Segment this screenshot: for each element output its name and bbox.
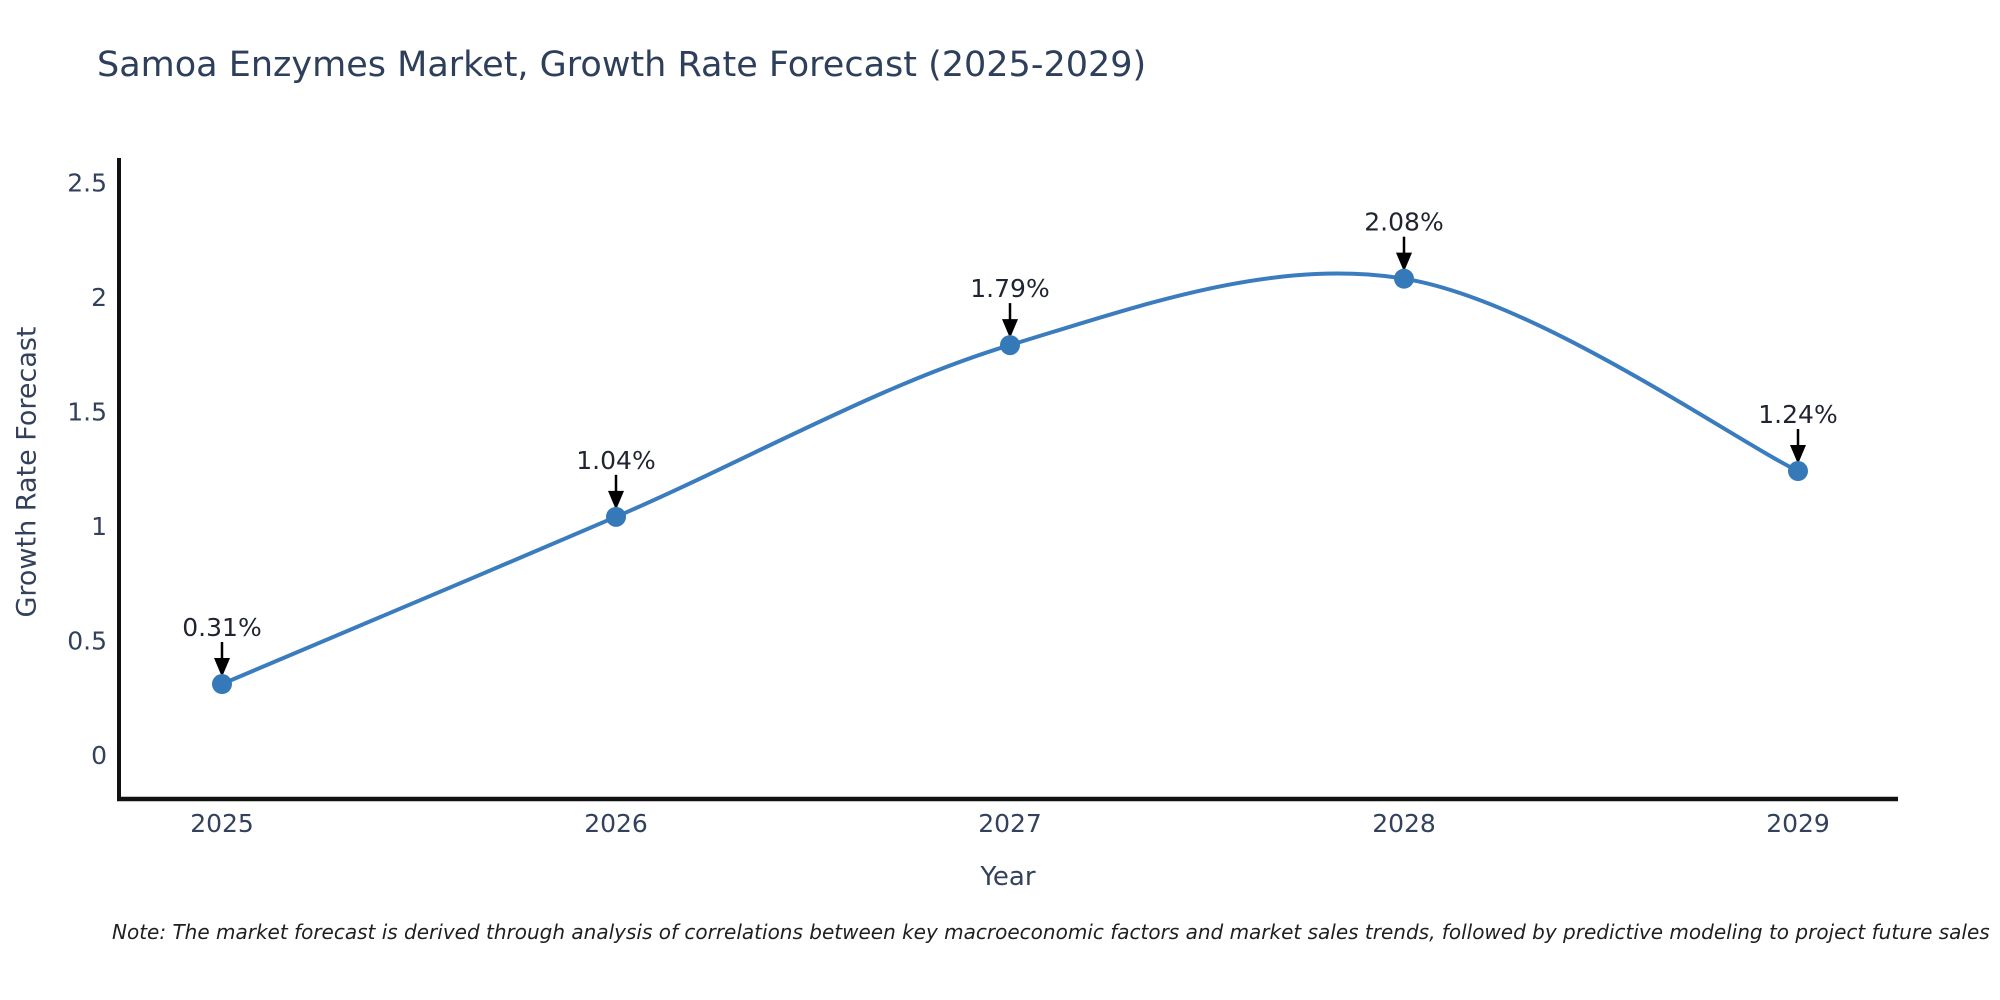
- chart-title: Samoa Enzymes Market, Growth Rate Foreca…: [97, 45, 1147, 85]
- footnote: Note: The market forecast is derived thr…: [112, 920, 1990, 944]
- y-tick-label: 1.5: [67, 398, 107, 427]
- x-tick-label: 2026: [584, 809, 648, 838]
- y-tick-label: 0.5: [67, 627, 107, 656]
- annotation-label: 2.08%: [1364, 208, 1443, 237]
- x-tick-label: 2025: [190, 809, 254, 838]
- data-point-marker: [606, 506, 626, 527]
- data-point-marker: [1000, 335, 1020, 356]
- annotation-label: 1.79%: [970, 274, 1049, 303]
- annotation-label: 1.24%: [1758, 400, 1837, 429]
- x-tick-label: 2028: [1372, 809, 1436, 838]
- x-tick-label: 2027: [978, 809, 1042, 838]
- y-tick-label: 2.5: [67, 169, 107, 198]
- annotation-arrow-head: [1396, 252, 1412, 272]
- y-tick-label: 1: [91, 512, 107, 541]
- y-tick-label: 2: [91, 283, 107, 312]
- annotation-arrow-head: [214, 658, 230, 678]
- annotation-label: 0.31%: [182, 613, 261, 642]
- annotation-arrow-head: [1002, 319, 1018, 339]
- x-tick-label: 2029: [1766, 809, 1830, 838]
- data-point-marker: [1788, 461, 1808, 482]
- x-axis-title: Year: [980, 862, 1036, 892]
- annotation-arrow-head: [1790, 445, 1806, 465]
- annotation-arrow-head: [608, 490, 624, 510]
- y-tick-label: 0: [91, 741, 107, 770]
- data-point-marker: [212, 674, 232, 695]
- annotation-label: 1.04%: [576, 446, 655, 475]
- data-point-marker: [1394, 268, 1414, 289]
